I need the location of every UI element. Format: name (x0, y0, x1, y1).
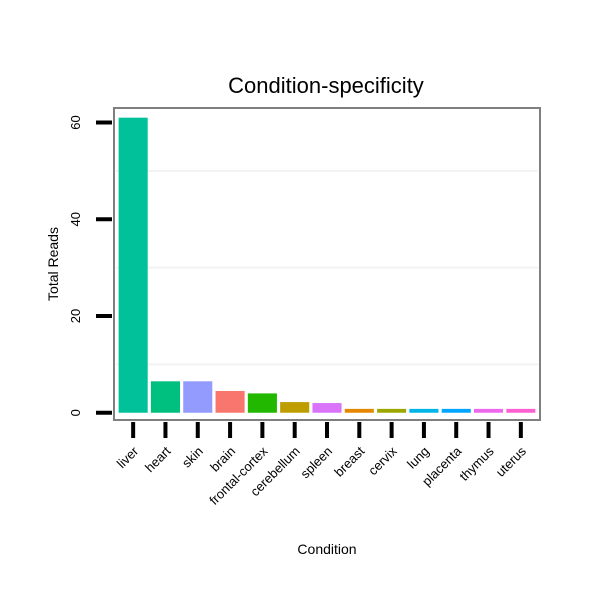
x-tick-label: breast (331, 443, 367, 479)
bar-cerebellum (280, 402, 310, 413)
bar-spleen (312, 403, 342, 413)
x-tick-label: skin (179, 444, 206, 471)
bar-brain (215, 390, 245, 413)
bars (118, 117, 536, 413)
x-axis: liver heart skin brainfrontal-cortexcerebel… (114, 422, 530, 508)
x-tick-label: thymus (456, 443, 497, 484)
bar-heart (150, 381, 180, 413)
bar-lung (409, 408, 439, 413)
bar-liver (118, 117, 148, 413)
y-tick-label: 60 (68, 115, 83, 129)
x-tick-label: uterus (493, 443, 530, 480)
plot-panel (114, 108, 540, 420)
y-tick-label: 0 (68, 409, 83, 416)
x-axis-title: Condition (297, 541, 356, 557)
bar-skin (183, 381, 213, 413)
x-tick-label: heart (142, 443, 174, 475)
plot-border (113, 107, 541, 421)
bar-thymus (474, 408, 504, 413)
y-tick-label: 40 (68, 212, 83, 226)
y-axis: 0 20 40 60 (68, 115, 112, 416)
x-tick-label: liver (114, 443, 142, 471)
chart-title: Condition-specificity (228, 73, 424, 98)
y-tick-label: 20 (68, 309, 83, 323)
bar-placenta (441, 408, 471, 413)
x-tick-label: lung (404, 444, 432, 472)
grid-lines (116, 169, 538, 366)
bar-cervix (377, 408, 407, 413)
x-tick-label: spleen (297, 444, 335, 482)
y-axis-title: Total Reads (45, 227, 61, 301)
bar-breast (344, 408, 374, 413)
bar-frontal-cortex (247, 393, 277, 413)
bar-uterus (506, 408, 536, 413)
x-tick-label: cervix (365, 443, 400, 478)
